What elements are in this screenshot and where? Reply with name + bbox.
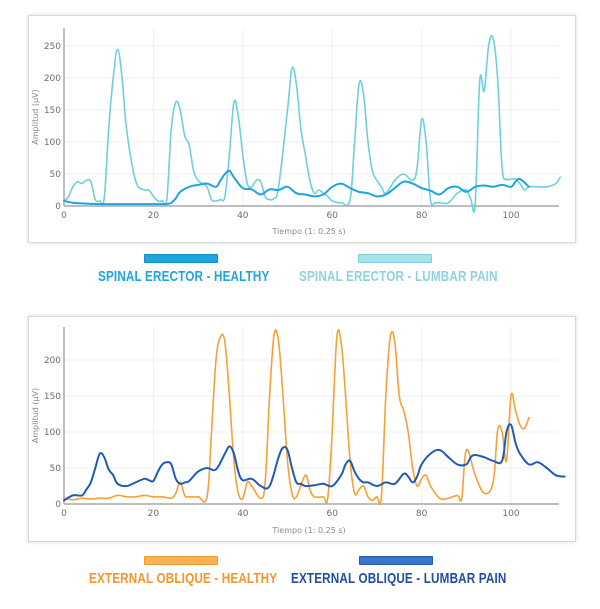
svg-text:50: 50	[50, 170, 62, 180]
series-line-1	[63, 423, 566, 502]
grid	[64, 327, 559, 504]
legend-label-oblique-healthy: EXTERNAL OBLIQUE - HEALTHY	[89, 570, 278, 587]
legend-label-spinal-healthy: SPINAL ERECTOR - HEALTHY	[98, 268, 270, 285]
y-axis-label: Amplitud (µV)	[31, 388, 40, 443]
line-chart-external-oblique: 0 50 100 150 200 0 20 40 60 80 100 Tiempo (1: 0.25 …	[31, 327, 566, 535]
svg-text:100: 100	[44, 138, 61, 148]
line-chart-spinal-erector: 0 50 100 150 200 250 0 20 40 60 80 100 Tiempo (1: 0.…	[31, 28, 561, 236]
svg-text:0: 0	[61, 509, 67, 519]
svg-text:80: 80	[416, 211, 428, 221]
svg-text:150: 150	[44, 106, 61, 116]
svg-text:0: 0	[61, 211, 67, 221]
grid	[64, 28, 559, 206]
legend-swatch-oblique-lumbar	[359, 556, 433, 565]
svg-text:60: 60	[326, 509, 338, 519]
svg-text:100: 100	[44, 428, 61, 438]
legend-swatch-oblique-healthy	[144, 556, 218, 565]
legend-label-spinal-lumbar: SPINAL ERECTOR - LUMBAR PAIN	[299, 268, 498, 285]
y-axis-label: Amplitud (µV)	[31, 89, 40, 144]
legend-label-oblique-lumbar: EXTERNAL OBLIQUE - LUMBAR PAIN	[291, 570, 507, 587]
x-axis-label: Tiempo (1: 0.25 s)	[271, 526, 345, 535]
legend-swatch-spinal-healthy	[144, 254, 218, 263]
svg-text:200: 200	[44, 356, 61, 366]
svg-text:80: 80	[416, 509, 428, 519]
legend-swatch-spinal-lumbar	[358, 254, 432, 263]
svg-text:60: 60	[326, 211, 338, 221]
chart-panel-external-oblique: 0 50 100 150 200 0 20 40 60 80 100 Tiempo (1: 0.25 …	[28, 316, 576, 542]
svg-text:20: 20	[148, 211, 160, 221]
svg-text:50: 50	[50, 464, 62, 474]
svg-text:200: 200	[44, 74, 61, 84]
svg-text:100: 100	[502, 509, 519, 519]
svg-text:40: 40	[237, 211, 249, 221]
svg-text:250: 250	[44, 42, 61, 52]
series-line-0	[63, 169, 530, 206]
svg-text:100: 100	[502, 211, 519, 221]
series-line-1	[63, 34, 561, 213]
chart-panel-spinal-erector: 0 50 100 150 200 250 0 20 40 60 80 100 Tiempo (1: 0.…	[28, 15, 576, 243]
svg-text:0: 0	[55, 202, 61, 212]
x-axis-label: Tiempo (1: 0.25 s)	[271, 227, 345, 236]
svg-text:20: 20	[148, 509, 160, 519]
svg-text:150: 150	[44, 392, 61, 402]
series-line-0	[63, 328, 530, 506]
svg-text:0: 0	[55, 500, 61, 510]
svg-text:40: 40	[237, 509, 249, 519]
